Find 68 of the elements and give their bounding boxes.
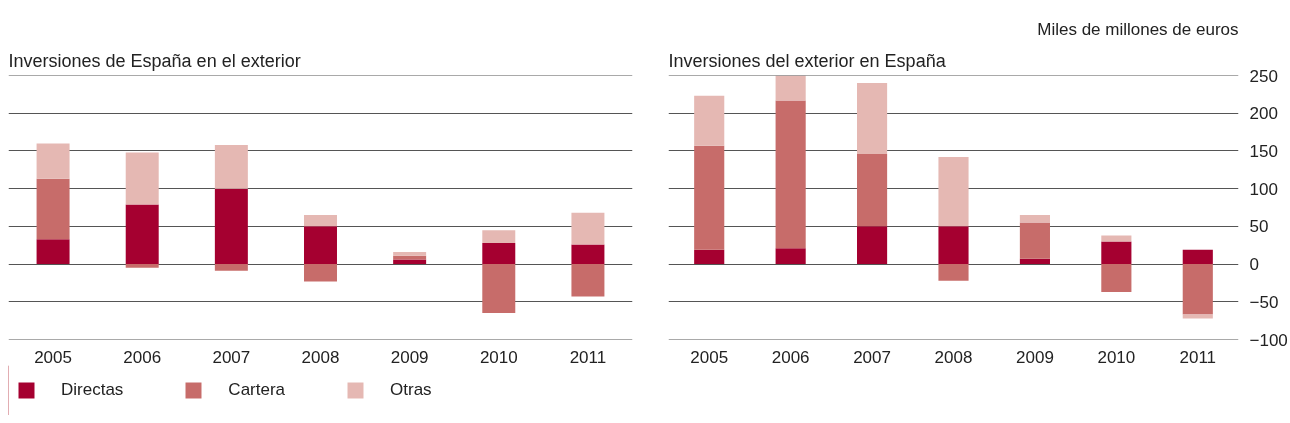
x-tick-label: 2006 [123,347,162,367]
y-tick-label: 50 [1249,217,1269,237]
bar [125,264,159,268]
legend-label: Directas [61,380,124,400]
bar [775,100,806,249]
bar [571,244,605,265]
x-tick-label: 2010 [1097,347,1136,367]
bar [571,264,605,297]
y-tick-label: −100 [1249,330,1288,350]
bar [125,152,159,205]
bar [482,230,516,243]
x-tick-label: 2010 [479,347,518,367]
x-tick-label: 2009 [390,347,429,367]
bar [1182,249,1213,265]
bar [304,215,337,227]
bar [938,156,969,227]
bar [1182,264,1213,315]
bar [36,143,70,179]
bar [938,226,969,265]
bar [938,264,969,281]
bar [1101,235,1132,242]
bar [125,204,159,265]
x-tick-label: 2005 [34,347,72,367]
x-tick-label: 2007 [853,347,891,367]
bar [857,153,888,227]
x-tick-label: 2008 [934,347,973,367]
bar [482,264,516,314]
bar [1019,222,1050,259]
bar [304,264,337,282]
bar [393,252,427,256]
bar [482,242,516,265]
x-tick-label: 2011 [569,347,607,367]
x-tick-label: 2005 [690,347,729,367]
chart-title: Inversiones de España en el exterior [8,50,301,71]
bar [775,248,806,265]
x-tick-label: 2011 [1179,347,1217,367]
y-tick-label: 150 [1249,141,1278,161]
bar [304,226,337,265]
bar [36,239,70,265]
legend-label: Otras [390,380,432,400]
chart-title: Inversiones del exterior en España [668,50,947,71]
bar [694,95,725,146]
bar [571,212,605,245]
x-tick-label: 2009 [1016,347,1054,367]
bar [857,83,888,154]
y-tick-label: 100 [1249,179,1278,199]
y-tick-label: −50 [1249,292,1279,312]
y-tick-label: 0 [1249,255,1259,275]
bar [1101,264,1132,292]
bar [857,226,888,265]
bar [775,75,806,101]
bar [1019,215,1050,223]
y-tick-label: 200 [1249,104,1278,124]
x-tick-label: 2006 [771,347,810,367]
bar [214,188,248,265]
bar [694,249,725,265]
bar [214,264,248,271]
bar [1019,258,1050,265]
legend-label: Cartera [228,380,286,400]
bar [1101,241,1132,265]
bar [694,145,725,250]
x-tick-label: 2008 [301,347,340,367]
y-tick-label: 250 [1249,66,1278,86]
bar [36,178,70,240]
x-tick-label: 2007 [212,347,251,367]
bar [214,144,248,189]
bar [393,255,427,260]
y-axis-title: Miles de millones de euros [1037,19,1239,39]
